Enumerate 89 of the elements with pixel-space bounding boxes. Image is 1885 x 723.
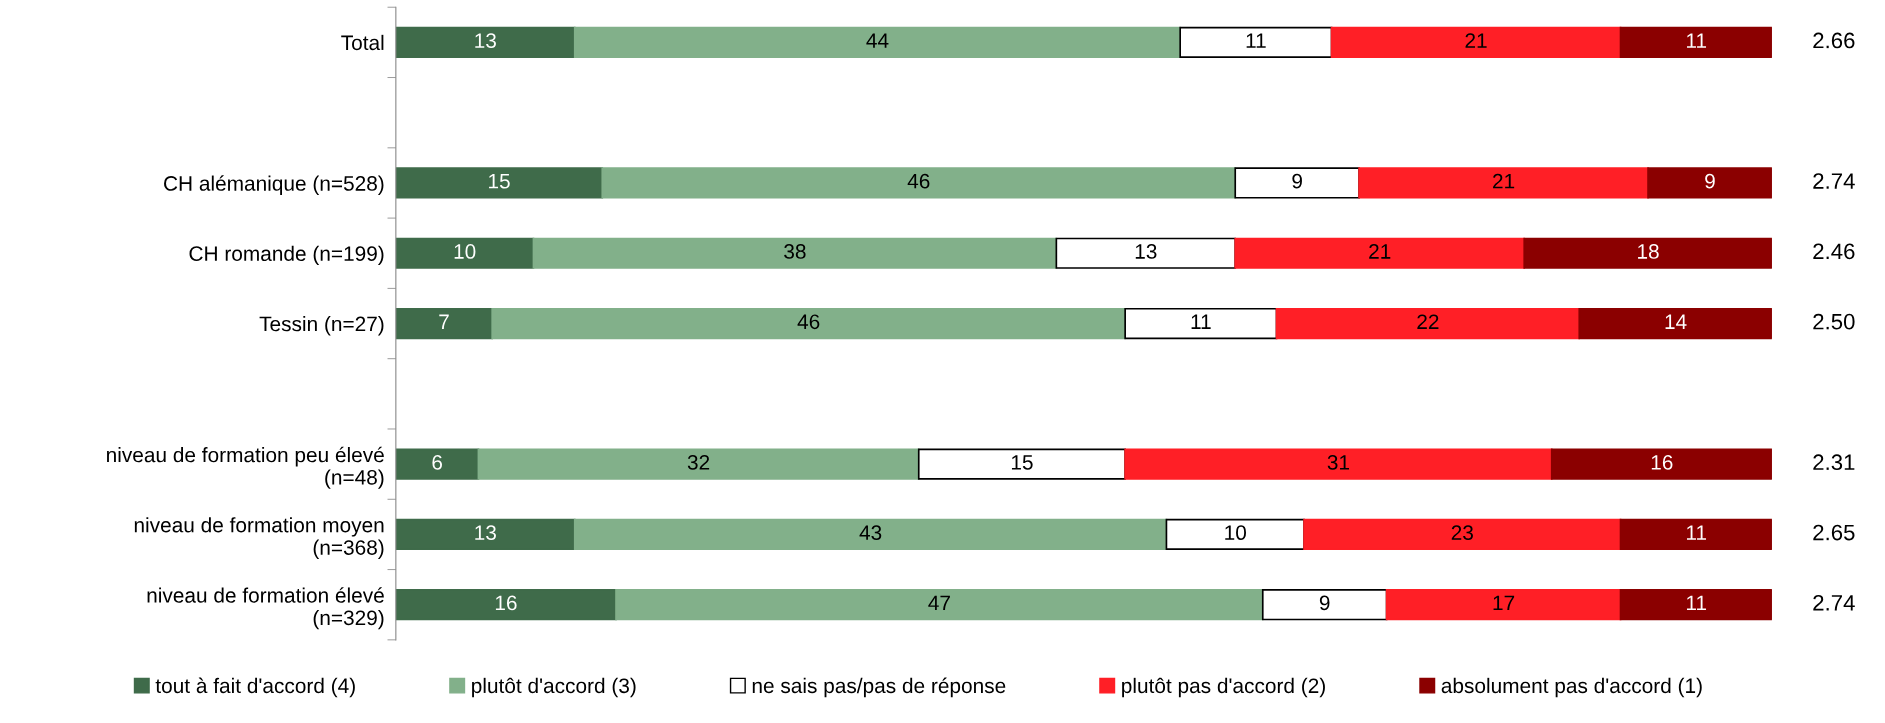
data-label: 21 bbox=[1493, 173, 1515, 189]
bar bbox=[573, 518, 1168, 551]
legend-label: ne sais pas/pas de réponse bbox=[752, 677, 1006, 698]
legend-label: tout à fait d'accord (4) bbox=[155, 677, 355, 698]
data-label: 15 bbox=[1011, 455, 1033, 470]
data-label: 23 bbox=[1451, 525, 1473, 541]
data-label: 11 bbox=[1191, 314, 1211, 329]
bar bbox=[1550, 448, 1772, 480]
bar bbox=[1261, 589, 1388, 621]
text: 2.74 bbox=[1813, 173, 1855, 189]
data-label: 7 bbox=[439, 314, 449, 329]
text: 2.74 bbox=[1813, 594, 1855, 611]
data-label: 43 bbox=[859, 525, 882, 541]
y-tick-label: niveau de formation élevé (n=329) bbox=[147, 587, 384, 630]
bar bbox=[615, 589, 1264, 621]
bar bbox=[1165, 518, 1305, 551]
data-label: 21 bbox=[1465, 33, 1487, 48]
data-label: 10 bbox=[454, 244, 476, 259]
data-label: 46 bbox=[907, 173, 930, 189]
y-tick-label: niveau de formation peu élevé (n=48) bbox=[107, 446, 384, 489]
data-label: 46 bbox=[797, 314, 820, 330]
bar bbox=[917, 448, 1126, 480]
legend-label: plutôt d'accord (3) bbox=[472, 677, 636, 698]
bar bbox=[1523, 237, 1772, 269]
data-label: 13 bbox=[1135, 244, 1157, 259]
y-tick-label: CH alémanique (n=528) bbox=[164, 175, 384, 195]
data-label: 31 bbox=[1327, 454, 1350, 470]
data-label: 47 bbox=[928, 595, 950, 611]
bar bbox=[395, 589, 617, 621]
data-label: 11 bbox=[1686, 33, 1707, 48]
data-label: 16 bbox=[1651, 454, 1673, 470]
data-label: 21 bbox=[1369, 244, 1391, 259]
bar bbox=[601, 167, 1237, 199]
data-label: 13 bbox=[475, 525, 496, 541]
data-label: 11 bbox=[1246, 33, 1266, 48]
data-label: 14 bbox=[1665, 314, 1687, 329]
legend-label: absolument pas d'accord (1) bbox=[1441, 677, 1702, 698]
bar bbox=[1578, 307, 1772, 340]
y-tick-label: niveau de formation moyen (n=368) bbox=[134, 517, 384, 560]
bar bbox=[1619, 26, 1772, 58]
data-label: 9 bbox=[1319, 595, 1330, 611]
bar bbox=[1385, 589, 1622, 621]
data-label: 9 bbox=[1705, 173, 1715, 189]
data-label: 6 bbox=[432, 454, 443, 470]
bar bbox=[1330, 26, 1622, 58]
data-label: 15 bbox=[489, 174, 510, 189]
bar bbox=[1303, 518, 1622, 551]
bar bbox=[395, 26, 576, 58]
data-label: 13 bbox=[475, 33, 496, 48]
data-label: 32 bbox=[687, 454, 710, 470]
bar bbox=[1619, 589, 1772, 621]
y-tick-label: CH romande (n=199) bbox=[189, 245, 384, 266]
bar bbox=[1124, 307, 1278, 340]
bar bbox=[1234, 237, 1526, 269]
bar bbox=[477, 448, 920, 480]
text: 2.31 bbox=[1813, 454, 1855, 471]
data-label: 18 bbox=[1638, 244, 1659, 259]
data-label: 38 bbox=[784, 244, 806, 259]
data-label: 44 bbox=[866, 33, 889, 48]
bar bbox=[395, 448, 480, 480]
bar bbox=[1647, 167, 1772, 199]
bar bbox=[395, 167, 604, 199]
bar bbox=[1179, 26, 1333, 58]
bar bbox=[395, 518, 576, 551]
bar bbox=[573, 26, 1182, 58]
legend-label: plutôt pas d'accord (2) bbox=[1122, 677, 1325, 698]
bar bbox=[1358, 167, 1649, 199]
data-label: 17 bbox=[1493, 595, 1515, 611]
bar bbox=[1055, 237, 1237, 269]
bar bbox=[395, 237, 535, 269]
bar bbox=[1619, 518, 1772, 551]
bar bbox=[1275, 307, 1581, 340]
data-label: 11 bbox=[1686, 525, 1707, 540]
text: 2.50 bbox=[1813, 313, 1855, 330]
bar bbox=[491, 307, 1126, 340]
bar bbox=[1234, 167, 1360, 199]
y-tick-label: Total bbox=[341, 34, 384, 51]
text: 2.65 bbox=[1813, 524, 1855, 541]
data-label: 10 bbox=[1225, 525, 1247, 541]
text: 2.66 bbox=[1813, 32, 1855, 49]
bar bbox=[1124, 448, 1553, 480]
bar bbox=[395, 307, 494, 340]
y-tick-label: Tessin (n=27) bbox=[259, 315, 384, 336]
data-label: 9 bbox=[1292, 173, 1302, 189]
text: 2.46 bbox=[1813, 243, 1855, 260]
data-label: 16 bbox=[495, 595, 517, 611]
data-label: 22 bbox=[1417, 314, 1439, 329]
bar bbox=[532, 237, 1058, 269]
data-label: 11 bbox=[1686, 595, 1707, 611]
